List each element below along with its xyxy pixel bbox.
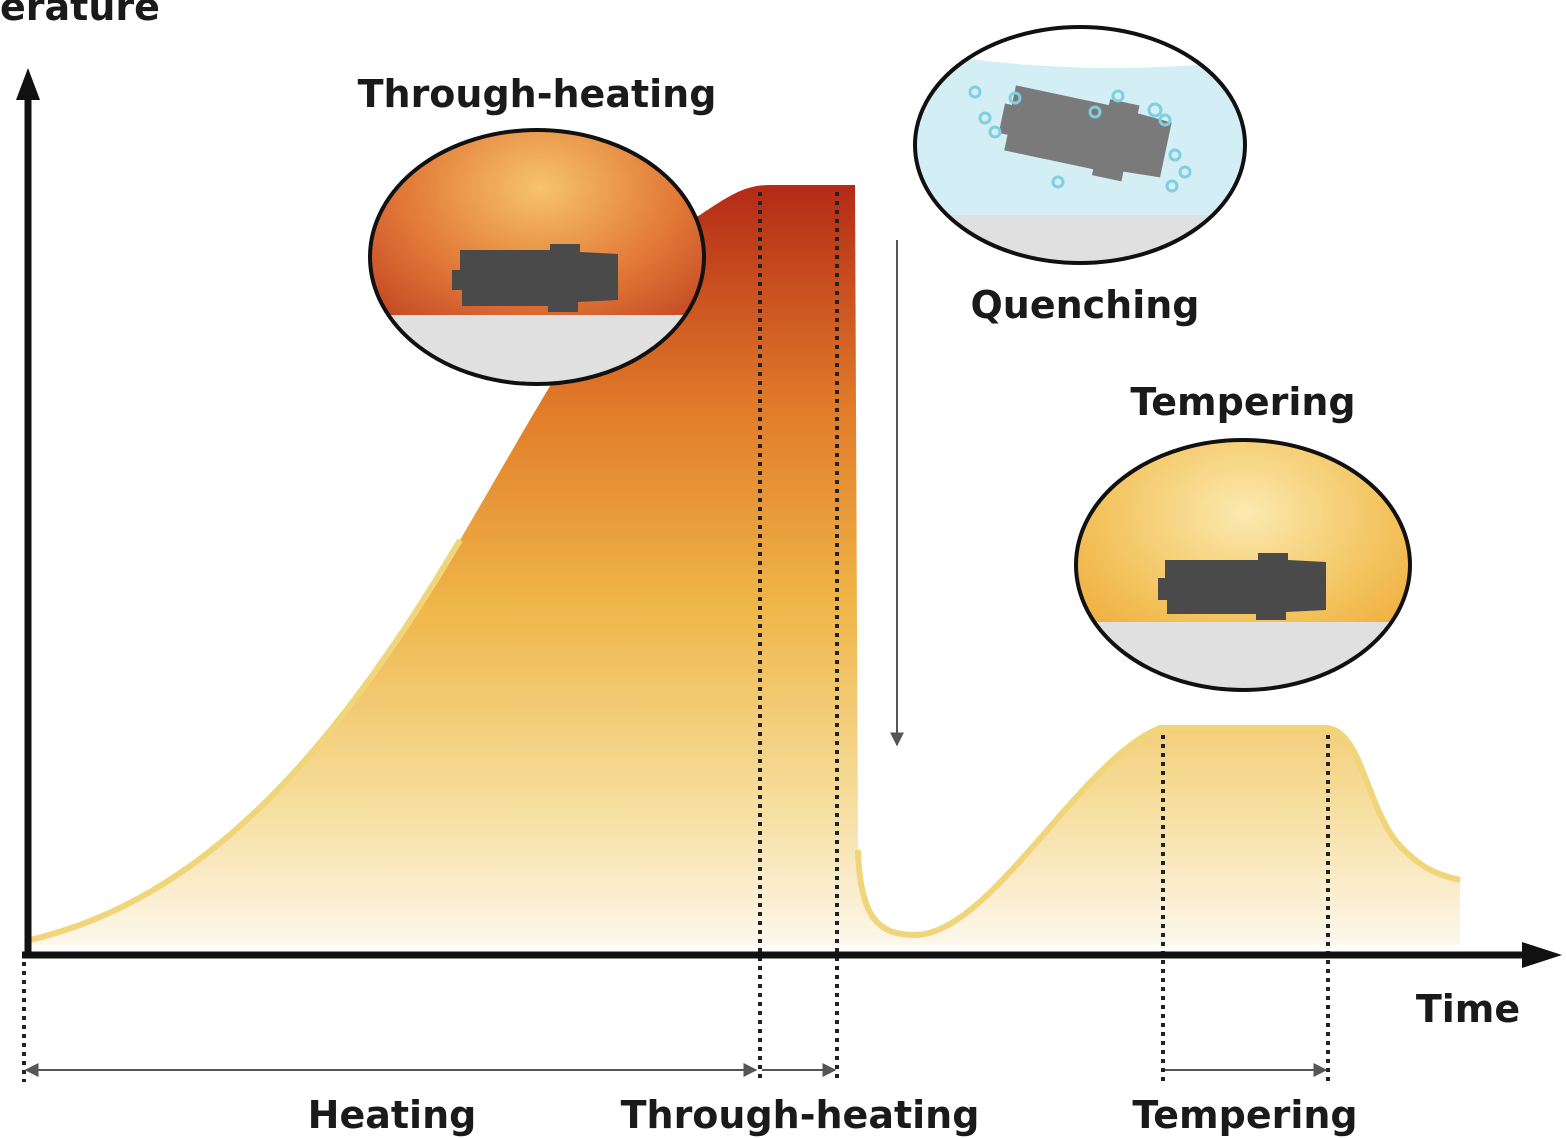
temperature-curve — [29, 538, 1461, 943]
x-axis-label: Time — [1416, 987, 1520, 1031]
temperature-area — [30, 185, 1460, 945]
through-heating-illustration — [368, 128, 706, 386]
quenching-illustration — [913, 25, 1247, 265]
illustration-label: Through-heating — [358, 72, 717, 116]
tempering-illustration — [1074, 438, 1412, 692]
phase-label: Heating — [308, 1093, 477, 1137]
phase-label: Tempering — [1132, 1093, 1357, 1137]
axes — [16, 68, 1562, 968]
y-axis-label: erature — [0, 0, 160, 29]
illustration-label: Tempering — [1130, 380, 1355, 424]
phase-label: Through-heating — [621, 1093, 980, 1137]
illustration-label: Quenching — [970, 283, 1199, 327]
dotted-guides — [22, 192, 1330, 1082]
